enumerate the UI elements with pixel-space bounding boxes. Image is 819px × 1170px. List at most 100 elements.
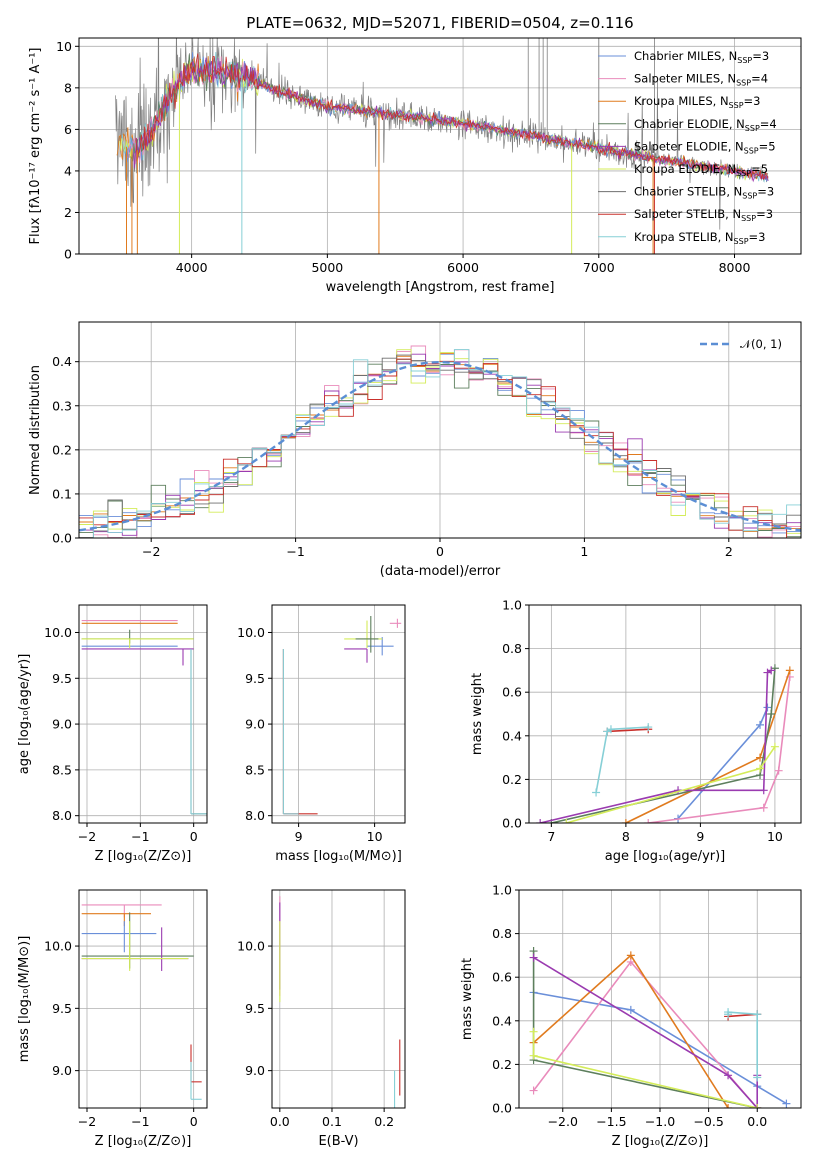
- series-marker: [756, 764, 765, 773]
- series-marker: [770, 664, 779, 673]
- y-tick-label: 9.5: [52, 671, 72, 686]
- y-tick-label: 10.0: [44, 625, 72, 640]
- weight-series: [529, 957, 762, 1108]
- y-tick-label: 9.0: [245, 1063, 265, 1078]
- legend-entry: Salpeter STELIB, NSSP=3: [634, 207, 773, 223]
- x-axis-label: Z [log₁₀(Z/Z⊙)]: [612, 1134, 709, 1149]
- series-line: [595, 726, 649, 793]
- legend-entry: Chabrier ELODIE, NSSP=4: [634, 117, 777, 133]
- weight-series: [562, 742, 779, 823]
- axes-frame: [271, 604, 406, 824]
- weight-series: [529, 1027, 762, 1108]
- weight-series: [529, 947, 762, 1108]
- age-vs-mass-axes: 9 10 8.0 8.5 9.0 9.5 10.0 mass [log₁₀(M/M⊙)]: [237, 604, 406, 864]
- grid: [79, 605, 207, 823]
- x-tick-label: 6000: [447, 260, 479, 275]
- x-tick-label: −1: [131, 1114, 149, 1129]
- series-marker: [626, 1005, 635, 1014]
- plot-area: [81, 904, 202, 1100]
- x-tick-label: 9: [696, 829, 704, 844]
- axes-frame: [78, 889, 208, 1109]
- y-axis-label: mass weight: [470, 673, 485, 755]
- weight-series: [724, 1008, 762, 1082]
- x-tick-label: 8000: [719, 260, 751, 275]
- y-tick-label: 8.5: [245, 762, 265, 777]
- y-tick-label: 0.2: [52, 442, 72, 457]
- x-tick-label: 4000: [176, 260, 208, 275]
- errorbar-point: [344, 648, 368, 663]
- errorbar-point: [282, 648, 318, 815]
- series-marker: [782, 1099, 791, 1108]
- residual-histogram: [79, 349, 801, 538]
- x-tick-label: −0.5: [693, 1114, 723, 1129]
- x-tick-label: 5000: [311, 260, 343, 275]
- weight-series: [529, 951, 733, 1108]
- series-marker: [724, 1104, 733, 1108]
- y-axis-label: Normed distribution: [28, 365, 43, 495]
- residual-histogram: [79, 349, 801, 534]
- legend-entry: 𝒩(0, 1): [740, 337, 782, 351]
- series-line: [607, 728, 649, 733]
- x-tick-label: 0: [190, 1114, 198, 1129]
- y-tick-label: 0.6: [502, 685, 522, 700]
- x-tick-label: 0.0: [747, 1114, 767, 1129]
- y-tick-label: 9.5: [245, 671, 265, 686]
- axes-frame: [78, 604, 208, 824]
- y-tick-label: 0: [64, 247, 72, 262]
- weight-series: [536, 666, 776, 823]
- legend-entry: Chabrier STELIB, NSSP=3: [634, 185, 774, 201]
- y-tick-label: 8.0: [245, 808, 265, 823]
- y-tick-label: 9.0: [52, 1063, 72, 1078]
- series-line: [727, 1011, 759, 1078]
- x-tick-label: −1.0: [645, 1114, 675, 1129]
- x-axis-label: wavelength [Angstrom, rest frame]: [326, 280, 555, 295]
- legend-entry: Chabrier MILES, NSSP=3: [634, 49, 769, 65]
- x-tick-label: −2: [78, 1114, 96, 1129]
- y-tick-label: 0.8: [502, 641, 522, 656]
- y-axis-label: Flux [fλ10⁻¹⁷ erg cm⁻² s⁻¹ A⁻¹]: [28, 48, 43, 245]
- plot-area: [115, 38, 769, 254]
- series-marker: [724, 1071, 733, 1080]
- series-line: [532, 951, 758, 1108]
- axes-frame: [78, 321, 802, 539]
- series-marker: [753, 1073, 762, 1082]
- x-tick-label: 0: [436, 544, 444, 559]
- spectrum-axes: 4000 5000 6000 7000 8000 0 2 4 6 8 10 wavelength [A…: [28, 37, 802, 295]
- y-tick-label: 0.6: [492, 970, 512, 985]
- y-tick-label: 0.0: [492, 1101, 512, 1116]
- errorbar-point: [344, 620, 383, 649]
- y-tick-label: 0.4: [492, 1013, 512, 1028]
- x-axis-label: age [log₁₀(age/yr)]: [605, 849, 726, 864]
- series-marker: [770, 742, 779, 751]
- grid: [272, 605, 405, 823]
- y-tick-label: 0.1: [52, 486, 72, 501]
- grid: [79, 890, 207, 1108]
- x-tick-label: 0.0: [270, 1114, 290, 1129]
- mass-vs-EBV-axes: 0.0 0.1 0.2 9.0 9.5 10.0 E(B-V): [237, 889, 406, 1149]
- series-marker: [529, 1051, 538, 1060]
- y-tick-label: 8.5: [52, 762, 72, 777]
- y-tick-label: 9.5: [52, 1001, 72, 1016]
- weight-vs-Z-axes: −2.0 −1.5 −1.0 −0.5 0.0 0.0 0.2 0.4 0.6 0.8 1.0 Z […: [460, 883, 802, 1149]
- series-marker: [606, 725, 615, 734]
- series-marker: [753, 1010, 762, 1019]
- x-tick-label: 10: [767, 829, 783, 844]
- series-marker: [763, 703, 772, 712]
- age-vs-Z-axes: −2 −1 0 8.0 8.5 9.0 9.5 10.0 Z [log₁₀(Z/Z⊙)] age …: [17, 604, 208, 864]
- series-line: [677, 707, 769, 820]
- series-marker: [562, 819, 571, 823]
- y-tick-label: 8: [64, 80, 72, 95]
- x-axis-label: mass [log₁₀(M/M⊙)]: [275, 849, 402, 864]
- y-tick-label: 0.8: [492, 926, 512, 941]
- series-marker: [592, 788, 601, 797]
- series-marker: [724, 1008, 733, 1017]
- x-tick-label: 10: [367, 829, 383, 844]
- series-marker: [536, 819, 545, 823]
- x-tick-label: −1: [286, 544, 304, 559]
- x-axis-label: Z [log₁₀(Z/Z⊙)]: [95, 1134, 192, 1149]
- y-tick-label: 2: [64, 205, 72, 220]
- series-line: [532, 960, 758, 1108]
- axes-frame: [271, 889, 406, 1109]
- plot-area: [536, 664, 794, 823]
